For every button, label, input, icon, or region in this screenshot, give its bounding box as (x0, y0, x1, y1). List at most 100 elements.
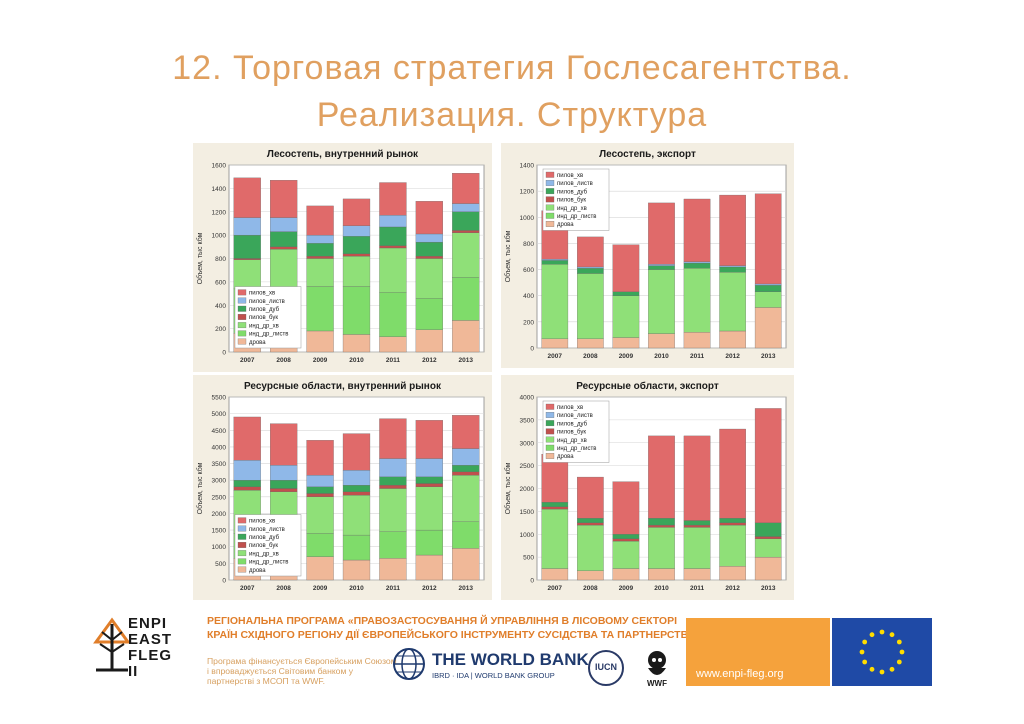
bar-segment (306, 556, 334, 581)
bar-segment (683, 332, 711, 349)
y-tick-label: 2500 (520, 463, 535, 470)
bar-segment (306, 493, 334, 497)
x-tick-label: 2011 (386, 357, 400, 364)
legend-entry: инд_др_листв (249, 560, 288, 566)
bar-segment (342, 256, 371, 287)
y-tick-label: 1200 (212, 209, 227, 216)
world-bank-logo: THE WORLD BANK IBRD · IDA | WORLD BANK G… (392, 647, 589, 685)
y-axis-label: Объем, тыс кбм (504, 230, 512, 282)
bar-segment (342, 225, 371, 237)
y-tick-label: 0 (222, 350, 226, 357)
x-tick-label: 2009 (619, 353, 634, 360)
legend-entry: пилов_дуб (249, 535, 280, 541)
bar-segment (306, 475, 334, 487)
y-tick-label: 1600 (212, 163, 227, 170)
legend-swatch (237, 550, 247, 557)
bar-segment (233, 217, 261, 236)
y-tick-label: 800 (523, 241, 534, 248)
y-axis-label: Объем, тыс кбм (504, 462, 512, 514)
bar-segment (379, 458, 407, 478)
bar-segment (233, 234, 261, 259)
legend-swatch (237, 517, 247, 524)
globe-icon (393, 648, 425, 680)
bar-segment (415, 233, 443, 243)
bar-segment (719, 266, 746, 273)
bar-segment (379, 336, 407, 353)
bar-segment (233, 259, 261, 290)
bar-segment (541, 502, 569, 507)
logo-text-1: ENPI (128, 615, 168, 632)
bar-segment (577, 273, 604, 339)
bar-segment (415, 329, 443, 353)
world-bank-sub: IBRD · IDA | WORLD BANK GROUP (432, 671, 555, 680)
legend-swatch (545, 420, 555, 427)
chart-title: Лесостепь, экспорт (599, 149, 696, 160)
x-tick-label: 2010 (654, 353, 669, 360)
y-tick-label: 1000 (520, 215, 535, 222)
y-tick-label: 500 (523, 555, 534, 562)
bar-segment (415, 241, 443, 257)
bar-segment (683, 261, 711, 264)
legend-entry: инд_др_хв (557, 438, 587, 444)
bar-segment (379, 215, 407, 228)
wwf-label: WWF (647, 679, 667, 688)
bar-segment (577, 338, 604, 349)
bar-segment (233, 460, 261, 481)
y-tick-label: 3000 (212, 478, 227, 485)
chart-resource-domestic: Ресурсные области, внутренний рынок 0 500 1… (196, 380, 485, 592)
x-tick-label: 2008 (276, 357, 291, 364)
bar-segment (719, 518, 746, 523)
bar-segment (577, 522, 604, 526)
bar-segment (612, 244, 640, 292)
bar-segment (648, 568, 675, 581)
legend-entry: пилов_листв (249, 299, 285, 305)
bar-segment (415, 420, 443, 459)
legend-swatch (545, 204, 555, 211)
legend-swatch (237, 542, 247, 548)
bar-segment (683, 198, 711, 262)
x-tick-label: 2008 (583, 585, 598, 592)
x-tick-label: 2010 (654, 585, 669, 592)
legend-entry: пилов_дуб (249, 307, 280, 313)
bar-segment (342, 495, 371, 536)
bar-segment (541, 260, 569, 265)
bar-segment (754, 283, 782, 286)
bar-segment (754, 291, 782, 308)
y-tick-label: 1500 (520, 509, 535, 516)
slide-title-line2: Реализация. Структура (316, 96, 708, 134)
legend-entry: инд_др_хв (249, 551, 279, 557)
legend-swatch (545, 436, 555, 443)
bar-segment (452, 415, 480, 449)
bar-segment (683, 520, 711, 526)
bar-segment (452, 230, 480, 233)
bar-segment (415, 258, 443, 299)
bar-segment (342, 485, 371, 492)
x-tick-label: 2010 (349, 357, 364, 364)
bar-segment (719, 272, 746, 332)
bar-segment (541, 568, 569, 581)
legend-swatch (545, 196, 555, 203)
bar-segment (719, 428, 746, 519)
bar-segment (270, 480, 298, 489)
bar-segment (233, 416, 261, 461)
bar-segment (754, 193, 782, 285)
bar-segment (415, 486, 443, 531)
bar-segment (452, 320, 480, 353)
bar-segment (342, 433, 371, 471)
bar-segment (612, 568, 640, 581)
y-tick-label: 800 (215, 256, 226, 263)
chart-panel-4: Ресурсные области, экспорт 0 500 1000 1500 20… (501, 375, 794, 600)
legend-swatch (545, 412, 555, 418)
bar-segment (648, 202, 675, 265)
legend-swatch (545, 453, 555, 459)
bar-segment (452, 203, 480, 212)
legend-entry: пилов_хв (557, 173, 583, 179)
y-tick-label: 0 (530, 578, 534, 585)
bar-segment (612, 295, 640, 338)
bar-segment (415, 554, 443, 581)
site-url[interactable]: www.enpi-fleg.org (696, 668, 784, 680)
bar-segment (541, 506, 569, 510)
bar-segment (683, 524, 711, 528)
eu-star (869, 666, 875, 672)
bar-segment (270, 180, 298, 218)
